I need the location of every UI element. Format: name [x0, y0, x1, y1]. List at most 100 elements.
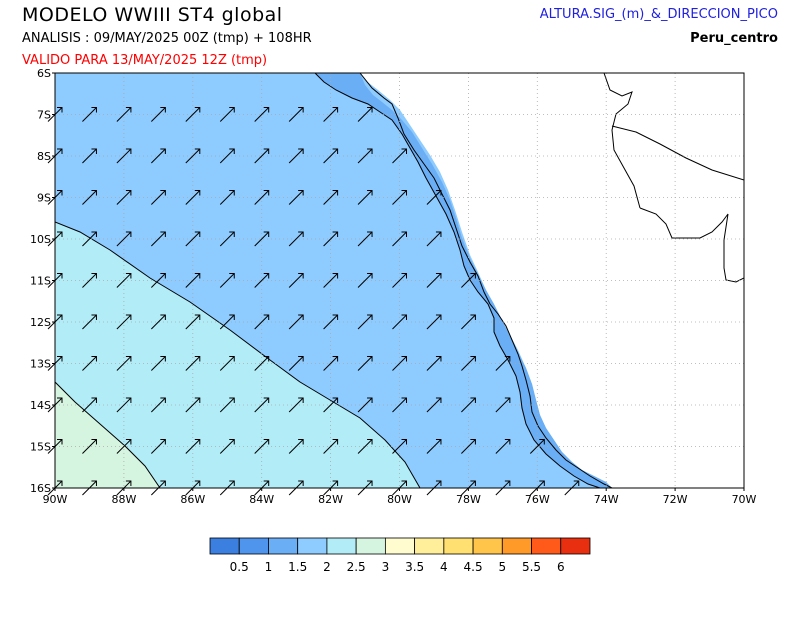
colorbar-label: 3 [382, 560, 390, 574]
direction-arrowhead [91, 148, 97, 154]
direction-arrowhead [367, 190, 373, 196]
direction-arrowhead [504, 480, 511, 486]
direction-arrowhead [57, 356, 63, 362]
lat-label: 7S [37, 109, 51, 122]
colorbar-swatch [384, 537, 416, 555]
direction-arrowhead [573, 480, 580, 486]
direction-arrowhead [91, 314, 97, 320]
direction-arrowhead [367, 480, 373, 486]
direction-arrowhead [160, 439, 166, 445]
direction-arrowhead [57, 314, 63, 320]
direction-arrow [392, 439, 407, 454]
direction-arrow [82, 190, 97, 205]
direction-arrow [392, 397, 407, 413]
direction-arrow [323, 148, 338, 164]
direction-arrowhead [57, 190, 63, 196]
direction-arrowhead [160, 314, 166, 320]
direction-arrow [426, 439, 442, 454]
direction-arrowhead [160, 107, 166, 113]
direction-arrowhead [194, 231, 201, 237]
lat-label: 10S [30, 233, 51, 246]
direction-arrow [426, 273, 442, 288]
border-brazil [611, 125, 744, 181]
direction-arrowhead [91, 480, 97, 486]
direction-arrowhead [298, 439, 304, 445]
direction-arrowhead [160, 148, 166, 154]
direction-arrowhead [57, 480, 63, 486]
direction-arrowhead [435, 480, 442, 486]
direction-arrow [185, 190, 201, 205]
direction-arrow [150, 231, 166, 247]
direction-arrow [185, 314, 201, 330]
lon-label: 82W [318, 493, 343, 506]
direction-arrowhead [470, 397, 476, 403]
direction-arrow [323, 231, 338, 247]
direction-arrow [219, 190, 235, 205]
direction-arrow [185, 356, 201, 371]
direction-arrowhead [229, 148, 235, 154]
direction-arrowhead [125, 397, 132, 403]
direction-arrow [254, 273, 270, 288]
direction-arrow [219, 397, 235, 413]
direction-arrowhead [470, 439, 476, 445]
direction-arrow [288, 231, 304, 247]
direction-arrowhead [401, 314, 407, 320]
direction-arrowhead [470, 480, 476, 486]
direction-arrowhead [160, 273, 166, 279]
direction-arrow [426, 231, 442, 247]
colorbar-label: 4 [440, 560, 448, 574]
direction-arrow [254, 356, 270, 371]
lat-label: 15S [30, 441, 51, 454]
direction-arrowhead [504, 439, 511, 445]
direction-arrow [116, 314, 132, 330]
direction-arrowhead [435, 273, 442, 279]
direction-arrow [116, 190, 132, 205]
direction-arrow [461, 356, 476, 371]
direction-arrowhead [125, 107, 132, 113]
direction-arrowhead [160, 190, 166, 196]
direction-arrowhead [263, 107, 270, 113]
colorbar-label: 4.5 [464, 560, 483, 574]
direction-arrowhead [401, 439, 407, 445]
direction-arrow [288, 273, 304, 288]
direction-arrowhead [401, 190, 407, 196]
direction-arrowhead [263, 356, 270, 362]
direction-arrowhead [401, 148, 407, 154]
direction-arrow [323, 439, 338, 454]
direction-arrowhead [435, 397, 442, 403]
direction-arrow [357, 273, 373, 288]
direction-arrowhead [504, 397, 511, 403]
direction-arrow [461, 439, 476, 454]
colorbar: 0.5 1 1.5 2 2.5 3 3.5 4 4.5 5 5.5 6 [209, 537, 591, 574]
colorbar-label: 2 [323, 560, 331, 574]
colorbar-label: 1.5 [288, 560, 307, 574]
direction-arrowhead [332, 273, 339, 279]
direction-arrowhead [229, 480, 235, 486]
direction-arrow [323, 397, 338, 413]
direction-arrowhead [435, 190, 442, 196]
direction-arrow [392, 190, 407, 205]
colorbar-swatch [355, 537, 386, 555]
colorbar-swatch [414, 537, 445, 555]
direction-arrow [392, 148, 407, 164]
direction-arrowhead [125, 480, 132, 486]
direction-arrowhead [298, 314, 304, 320]
analysis-time: ANALISIS : 09/MAY/2025 00Z (tmp) + 108HR [22, 31, 312, 46]
direction-arrow [219, 314, 235, 330]
direction-arrowhead [194, 439, 201, 445]
colorbar-label: 0.5 [230, 560, 249, 574]
direction-arrowhead [91, 107, 97, 113]
lat-label: 11S [30, 275, 51, 288]
direction-arrowhead [57, 397, 63, 403]
direction-arrowhead [367, 231, 373, 237]
direction-arrowhead [263, 190, 270, 196]
direction-arrow [288, 190, 304, 205]
colorbar-label: 6 [557, 560, 565, 574]
colorbar-swatch [268, 537, 299, 555]
direction-arrowhead [194, 107, 201, 113]
direction-arrow [461, 273, 476, 288]
direction-arrowhead [367, 314, 373, 320]
lon-label: 72W [663, 493, 688, 506]
direction-arrow [495, 397, 511, 413]
